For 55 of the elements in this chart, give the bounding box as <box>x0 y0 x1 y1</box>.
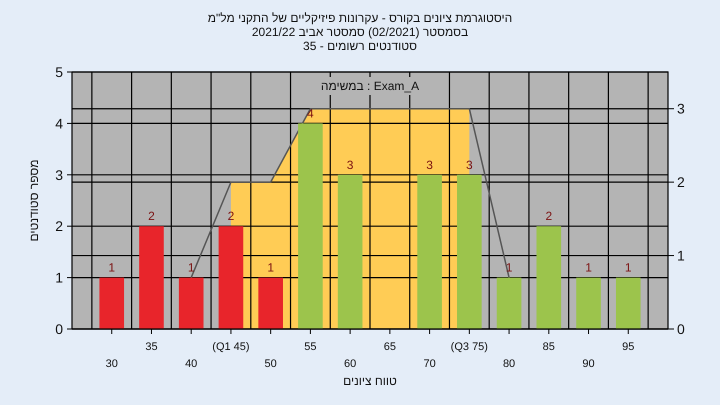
data-label: 1 <box>624 260 632 275</box>
x-tick-label: 50 <box>264 358 277 370</box>
y-tick-label: 4 <box>55 115 64 132</box>
data-label: 1 <box>108 260 116 275</box>
y2-tick-label: 2 <box>677 174 685 190</box>
chart-title: היסטוגרמת ציונים בקורס - עקרונות פיזיקליים של התקני מל"מ <box>208 11 512 25</box>
x-tick-label: 85 <box>542 341 555 353</box>
y-tick-label: 0 <box>55 321 64 337</box>
bar <box>178 278 204 329</box>
data-label: 3 <box>426 158 434 172</box>
x-tick-label: 90 <box>582 358 595 370</box>
x-tick-label: 55 <box>304 341 317 353</box>
x-tick-label: (Q3 75) <box>450 341 488 353</box>
x-tick-label: 70 <box>423 358 436 370</box>
data-label: 3 <box>466 158 473 172</box>
annotation: במשימה : Exam_A <box>320 79 420 93</box>
bar <box>218 226 244 329</box>
x-tick-label: 95 <box>622 341 634 353</box>
bar <box>139 226 164 329</box>
y-axis-title: מספר סטודנטים <box>27 159 41 242</box>
bar <box>338 174 362 329</box>
data-label: 1 <box>188 260 195 275</box>
x-tick-label: 35 <box>145 341 158 353</box>
x-tick-label: (Q1 45) <box>212 341 250 353</box>
chart-subtitle: בסמסטר (02/2021) סמסטר אביב 2021/22 <box>252 25 468 39</box>
bar <box>576 278 601 329</box>
text: סטודנטים רשומים - 35 <box>303 39 418 53</box>
x-tick-label: 80 <box>502 358 516 370</box>
y-tick-label: 3 <box>55 166 64 183</box>
y-tick-label: 5 <box>55 64 64 80</box>
data-label: 3 <box>346 158 354 172</box>
bar <box>616 278 641 329</box>
bar <box>258 278 283 329</box>
data-label: 1 <box>267 260 274 275</box>
bar <box>298 123 323 329</box>
bar <box>417 174 442 329</box>
data-label: 2 <box>228 209 235 224</box>
x-tick-label: 30 <box>106 358 118 370</box>
y2-tick-label: 3 <box>677 100 685 117</box>
data-label: 1 <box>585 260 592 275</box>
x-tick-label: 40 <box>185 358 198 370</box>
bar <box>99 278 124 329</box>
data-label: 4 <box>307 106 314 120</box>
y-tick-label: 2 <box>55 218 64 234</box>
y2-tick-label: 0 <box>677 321 685 337</box>
y2-tick-label: 1 <box>677 248 685 264</box>
data-label: 2 <box>545 209 552 224</box>
bar <box>496 278 522 329</box>
bar <box>457 174 482 329</box>
y-tick-label: 1 <box>55 270 64 286</box>
bar <box>536 226 562 329</box>
x-axis-title: טווח ציונים <box>343 374 398 388</box>
x-tick-label: 60 <box>344 358 356 370</box>
x-tick-label: 65 <box>384 341 396 353</box>
data-label: 2 <box>148 209 156 224</box>
